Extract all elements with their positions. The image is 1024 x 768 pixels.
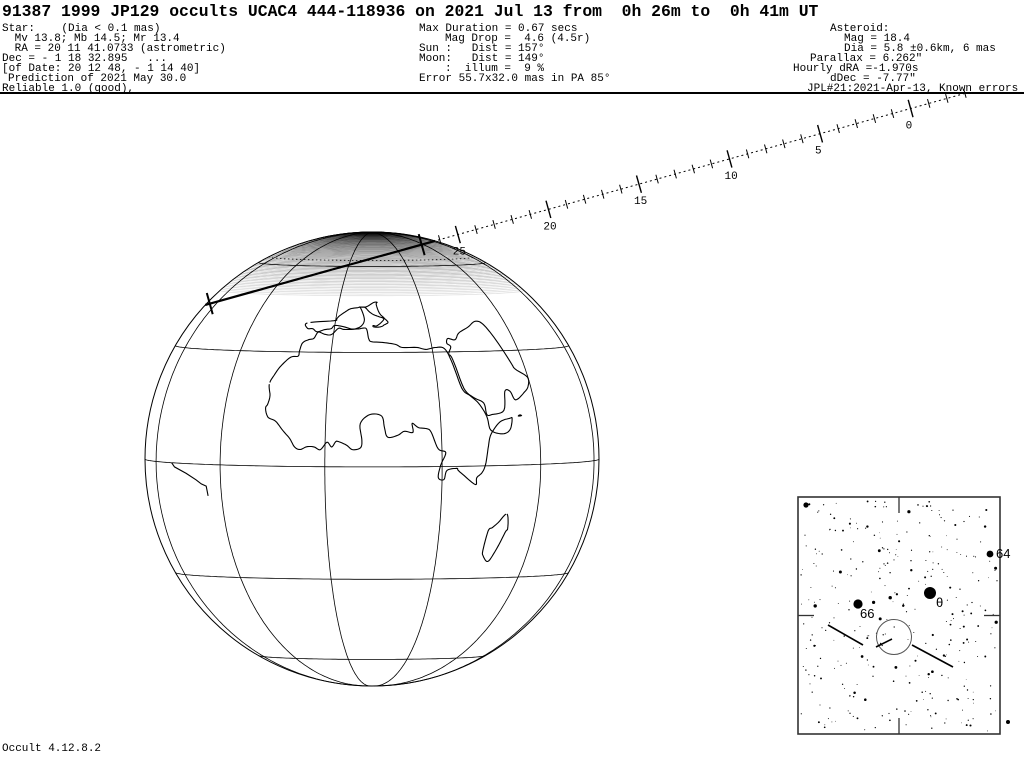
svg-text:θ: θ xyxy=(936,595,943,610)
svg-text:66: 66 xyxy=(860,606,874,621)
svg-text:5: 5 xyxy=(815,146,822,158)
svg-text:64: 64 xyxy=(996,546,1010,561)
svg-text:10: 10 xyxy=(725,171,738,183)
svg-text:20: 20 xyxy=(543,221,556,233)
svg-text:25: 25 xyxy=(453,247,466,259)
svg-text:0: 0 xyxy=(906,121,913,133)
svg-text:15: 15 xyxy=(634,196,647,208)
